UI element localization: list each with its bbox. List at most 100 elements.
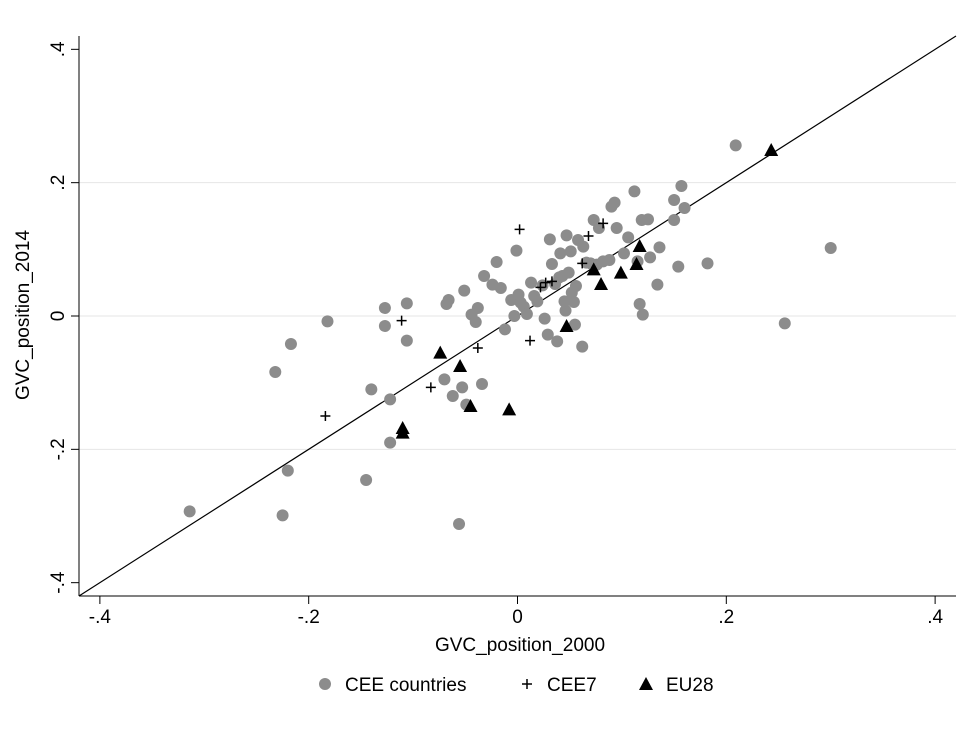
cee-country-point [284,338,297,350]
x-tick-label: .4 [927,607,943,628]
cee-country-point [478,270,491,282]
cee-country-point [498,323,511,336]
cee-country-point [183,505,196,518]
cee-country-point [538,312,551,325]
cee-country-point [560,229,573,242]
cee-country-point [453,518,466,530]
cee-country-point [576,340,589,353]
cee-country-point [531,295,544,308]
eu28-point [453,359,468,372]
cee-country-point [778,317,791,330]
cee-country-point [642,213,655,226]
x-tick-label: -.4 [89,607,112,628]
cee-country-point [651,278,664,291]
cee7-point [514,224,525,235]
legend-label: CEE7 [547,675,597,696]
cee-country-point [365,383,378,396]
cee-country-point [384,393,397,406]
cee-country-point [476,378,489,390]
eu28-point [395,425,410,439]
eu28-point [613,265,628,279]
cee-country-point [668,214,681,226]
legend-plus-icon [522,679,532,689]
cee-country-point [551,335,564,348]
cee-country-point [672,260,685,273]
legend-circle-icon [319,678,331,690]
cee-country-point [729,139,742,152]
data-points [183,139,837,530]
cee-country-point [562,266,575,279]
cee-country-point [281,464,294,477]
cee-country-point [567,296,580,308]
cee-country-point [559,304,572,317]
eu28-point [502,402,517,416]
y-tick-label: .4 [48,41,69,57]
x-ticks: -.4 -.2 0 .2 .4 [89,596,943,628]
x-axis-title: GVC_position_2000 [435,635,605,656]
cee-country-point [558,295,571,308]
cee-country-point [824,242,837,254]
cee-country-point [554,247,567,260]
legend-label: CEE countries [345,675,466,696]
x-tick-label: 0 [512,607,523,628]
cee7-point [540,277,551,288]
cee-country-point [636,308,649,321]
cee7-point [425,382,436,393]
cee-country-point [446,390,459,402]
cee-country-point [360,474,373,486]
y-tick-label: -.2 [48,438,69,460]
eu28-point [433,345,448,359]
legend-triangle-icon [639,677,653,690]
cee-country-point [545,258,558,270]
cee-country-point [608,196,621,209]
x-tick-label: -.2 [298,607,320,628]
y-tick-label: -.4 [48,571,69,594]
legend-label: EU28 [666,675,714,696]
cee-country-point [592,222,605,234]
cee-country-point [321,315,334,328]
x-tick-label: .2 [718,607,734,628]
cee-country-point [644,251,657,264]
y-tick-label: .2 [48,175,69,191]
cee-country-point [617,247,630,260]
eu28-point [632,239,647,252]
eu28-point [559,319,574,332]
cee-country-point [675,180,688,192]
cee-country-point [520,308,533,320]
cee-country-point [577,240,590,253]
cee7-point [583,231,594,241]
cee-country-point [494,282,507,294]
cee-country-point [628,185,641,198]
cee-country-point [564,245,577,258]
cee-country-point [384,436,397,449]
cee-country-point [603,254,616,266]
cee-country-point [442,294,455,306]
eu28-point [764,143,779,156]
cee7-point [546,276,557,287]
cee7-point [577,258,588,269]
y-axis-title: GVC_position_2014 [13,230,34,400]
cee-country-point [568,318,581,331]
cee-country-point [541,328,554,341]
legend: CEE countries CEE7 EU28 [319,675,714,696]
cee7-point [525,335,536,346]
eu28-point [629,257,644,270]
cee-country-point [490,256,503,268]
y-tick-label: 0 [48,311,69,322]
cee-country-point [456,381,469,394]
cee-country-point [510,244,523,257]
cee-country-point [471,302,484,314]
cee-country-point [508,310,521,322]
cee-country-point [269,366,282,378]
cee-country-point [536,279,549,292]
cee-country-point [543,233,556,246]
cee-country-point [400,297,413,310]
cee-country-point [438,373,451,386]
cee-country-point [378,320,391,332]
eu28-point [594,277,609,290]
y-ticks: -.4 -.2 0 .2 .4 [48,41,79,594]
cee7-point [598,218,609,229]
cee-country-point [622,231,635,244]
